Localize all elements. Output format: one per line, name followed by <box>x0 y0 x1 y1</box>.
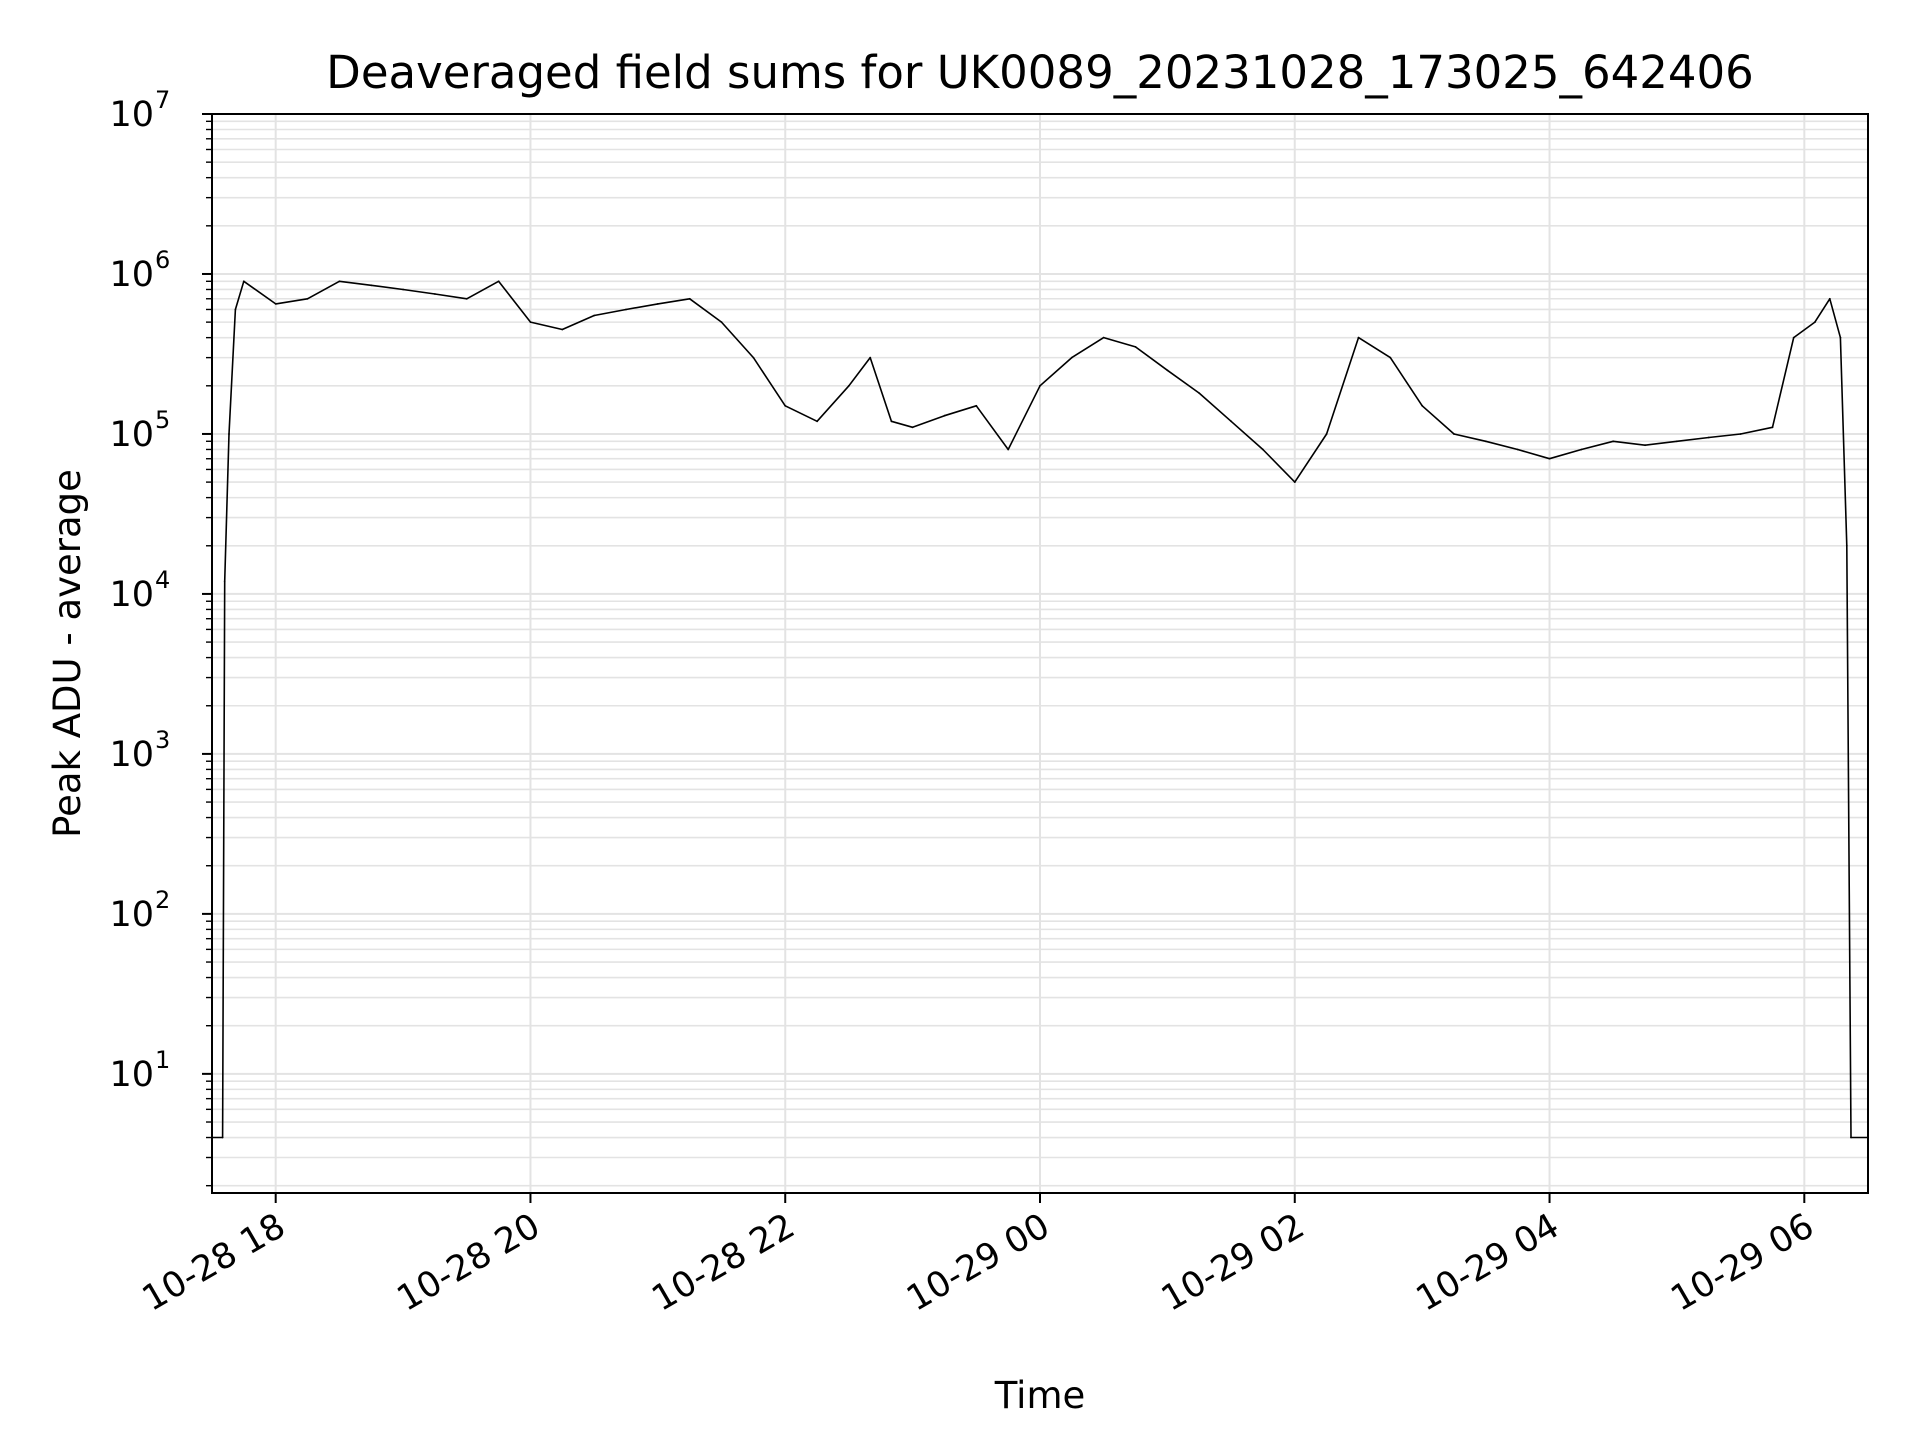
y-tick-exponent: 2 <box>155 886 170 914</box>
data-point <box>274 303 277 305</box>
data-point <box>869 356 872 359</box>
y-tick-base: 10 <box>109 1055 154 1095</box>
series-line-0 <box>212 280 1868 1139</box>
data-point <box>1293 481 1296 483</box>
y-tick-base: 10 <box>109 735 154 775</box>
data-point <box>848 384 850 387</box>
data-point <box>306 297 309 300</box>
y-tick-label: 10 5 <box>109 406 170 455</box>
data-point <box>943 414 946 417</box>
data-point <box>1134 346 1137 348</box>
series-layer <box>211 280 1869 1139</box>
data-point <box>720 321 723 323</box>
data-point <box>816 420 818 423</box>
data-point <box>1828 297 1831 300</box>
y-tick-exponent: 1 <box>155 1046 170 1074</box>
data-point <box>1007 448 1010 451</box>
y-tick-base: 10 <box>109 895 154 935</box>
y-tick-exponent: 3 <box>155 726 170 754</box>
y-tick-label: 10 3 <box>109 726 170 775</box>
data-point <box>234 308 237 311</box>
data-point <box>1839 336 1842 339</box>
data-point <box>1421 404 1424 407</box>
data-point <box>1453 433 1455 435</box>
data-point <box>1845 544 1848 547</box>
data-point <box>1325 433 1328 435</box>
data-point <box>1612 440 1615 443</box>
data-point <box>228 433 230 435</box>
data-point <box>890 420 893 423</box>
y-axis-title: Peak ADU - average <box>46 469 89 838</box>
y-tick-label: 10 1 <box>109 1046 170 1095</box>
y-tick-exponent: 6 <box>155 246 170 274</box>
data-point <box>688 297 691 300</box>
data-point <box>1739 433 1742 435</box>
y-tick-exponent: 5 <box>155 406 170 434</box>
y-tick-base: 10 <box>109 95 154 135</box>
data-point <box>1644 444 1646 447</box>
data-point <box>1102 336 1105 339</box>
data-point <box>1198 392 1201 394</box>
data-point <box>1771 426 1774 429</box>
data-point <box>1707 436 1710 439</box>
data-point <box>752 356 755 359</box>
y-tick-label: 10 6 <box>109 246 170 295</box>
data-point <box>497 280 500 283</box>
data-point <box>593 314 596 317</box>
data-point <box>465 297 468 300</box>
data-point <box>1792 336 1795 339</box>
chart-title: Deaveraged field sums for UK0089_2023102… <box>326 46 1754 99</box>
data-point <box>1850 1136 1852 1139</box>
data-point <box>402 288 404 291</box>
data-point <box>1580 448 1583 451</box>
y-tick-exponent: 7 <box>155 86 170 114</box>
data-point <box>561 328 564 331</box>
data-point <box>1548 457 1551 460</box>
data-point <box>221 1136 224 1139</box>
x-axis-title: Time <box>994 1374 1086 1417</box>
y-tick-exponent: 4 <box>155 566 170 594</box>
y-tick-base: 10 <box>109 575 154 615</box>
data-point <box>223 580 226 583</box>
data-point <box>911 426 914 429</box>
data-point <box>1676 440 1678 443</box>
y-tick-label: 10 7 <box>109 86 170 135</box>
data-point <box>1262 448 1264 451</box>
data-point <box>1230 420 1232 423</box>
data-point <box>1357 336 1360 339</box>
data-point <box>1389 356 1392 359</box>
y-tick-label: 10 4 <box>109 566 170 615</box>
data-point <box>1484 440 1487 443</box>
data-point <box>529 321 532 323</box>
grid <box>212 113 1868 1193</box>
data-point <box>338 280 341 283</box>
data-point <box>434 293 436 295</box>
data-point <box>1070 356 1073 359</box>
y-tick-base: 10 <box>109 415 154 455</box>
data-point <box>1039 384 1041 387</box>
data-point <box>784 404 787 407</box>
data-point <box>1166 369 1169 372</box>
data-point <box>1516 448 1519 451</box>
data-point <box>370 284 373 287</box>
y-tick-base: 10 <box>109 255 154 295</box>
data-point <box>975 404 978 407</box>
data-point <box>625 308 627 311</box>
data-point <box>242 280 245 283</box>
y-tick-label: 10 2 <box>109 886 170 935</box>
data-point <box>1814 321 1816 323</box>
data-point <box>656 303 659 305</box>
